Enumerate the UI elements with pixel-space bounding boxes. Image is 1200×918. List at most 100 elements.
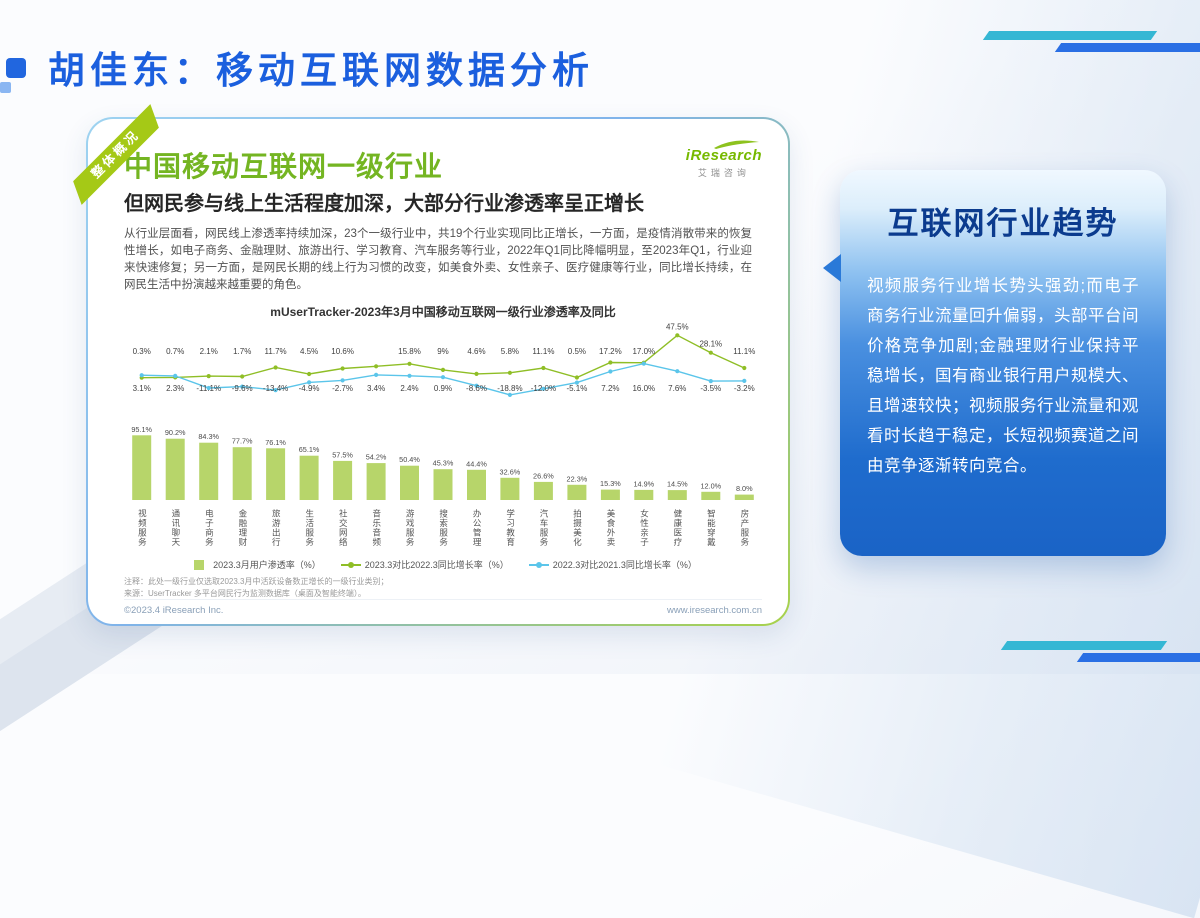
category-slot: 旅游出行	[259, 509, 292, 555]
penetration-bar	[734, 494, 754, 501]
line-value-label: 2.1%	[200, 347, 218, 356]
line-point	[675, 369, 680, 374]
category-label: 学习教育	[505, 509, 516, 548]
line-point	[240, 374, 245, 379]
line-value-label: 0.9%	[434, 384, 452, 393]
line-point	[507, 392, 512, 398]
chart-title: mUserTracker-2023年3月中国移动互联网一级行业渗透率及同比	[270, 305, 616, 320]
deco-bar-teal-bottom	[1000, 641, 1168, 650]
line-point	[273, 388, 278, 393]
line-value-label: 10.6%	[331, 347, 354, 356]
category-label: 通讯聊天	[170, 509, 181, 548]
logo-brand-text: iResearch	[685, 147, 762, 164]
line-point	[574, 380, 579, 385]
category-slot: 健康医疗	[661, 509, 694, 555]
line-value-label: 0.7%	[166, 347, 184, 356]
line-value-label: -8.6%	[466, 384, 487, 393]
line-point	[675, 333, 680, 338]
line-point	[273, 365, 278, 370]
logo-swoosh-icon	[713, 140, 759, 149]
line-point	[206, 386, 211, 391]
penetration-bar	[567, 484, 587, 501]
penetration-bar	[600, 489, 620, 501]
bar-value-label: 90.2%	[165, 428, 186, 437]
bar-value-label: 54.2%	[366, 453, 387, 462]
line-value-label: 5.8%	[501, 347, 519, 356]
line-value-label: -3.5%	[700, 384, 721, 393]
bar-value-label: 26.6%	[533, 472, 554, 481]
category-label: 美食外卖	[605, 509, 616, 548]
category-slot: 美食外卖	[594, 509, 627, 555]
footnote-line: 注释：此处一级行业仅选取2023.3月中活跃设备数正增长的一级行业类别；	[124, 577, 389, 587]
line-value-label: 7.6%	[668, 384, 686, 393]
line-point	[608, 369, 613, 374]
category-slot: 拍摄美化	[560, 509, 593, 555]
penetration-bar	[634, 490, 654, 501]
category-label: 健康医疗	[672, 509, 683, 548]
category-slot: 社交网络	[326, 509, 359, 555]
category-slot: 游戏服务	[393, 509, 426, 555]
category-label: 金融理财	[237, 509, 248, 548]
penetration-bar	[701, 491, 721, 501]
penetration-bar	[232, 447, 252, 501]
penetration-bar	[667, 490, 687, 501]
line-point	[307, 380, 312, 385]
line-value-label: -18.8%	[497, 384, 522, 393]
line-point	[474, 371, 479, 377]
report-card: 整体概况 iResearch 艾瑞咨询 中国移动互联网一级行业 但网民参与线上生…	[86, 117, 790, 626]
penetration-bar	[533, 482, 553, 501]
bar-value-label: 8.0%	[736, 484, 753, 493]
penetration-bar	[400, 465, 419, 501]
line-value-label: 1.7%	[233, 347, 251, 356]
report-card-inner: iResearch 艾瑞咨询 中国移动互联网一级行业 但网民参与线上生活程度加深…	[88, 119, 788, 624]
category-label: 智能穿戴	[706, 509, 717, 548]
line-value-label: 2.4%	[400, 384, 418, 393]
line-point	[307, 372, 312, 377]
bar-value-label: 22.3%	[567, 474, 588, 483]
category-slot: 电子商务	[192, 509, 225, 555]
chart-area: 95.1% 90.2% 84.3% 77.7% 76.1% 65.1% 57.5% 54.2%…	[125, 322, 761, 571]
line-value-label: 16.0%	[632, 384, 655, 393]
legend-bar-marker-icon	[194, 559, 205, 570]
category-slot: 视频服务	[125, 509, 158, 555]
deco-bar-teal-top	[982, 31, 1158, 40]
category-slot: 学习教育	[493, 509, 526, 555]
iresearch-logo: iResearch 艾瑞咨询	[686, 139, 762, 179]
category-label: 电子商务	[204, 509, 215, 548]
bar-value-label: 12.0%	[700, 481, 721, 490]
line-point	[440, 367, 446, 373]
line-point	[574, 375, 579, 380]
line-point	[240, 384, 245, 389]
category-label: 拍摄美化	[572, 509, 583, 548]
category-slot: 智能穿戴	[694, 509, 727, 555]
chart-footnotes: 注释：此处一级行业仅选取2023.3月中活跃设备数正增长的一级行业类别； 来源：…	[124, 576, 762, 599]
bar-value-label: 44.4%	[466, 459, 487, 468]
industry-chart: 95.1% 90.2% 84.3% 77.7% 76.1% 65.1% 57.5% 54.2%…	[131, 322, 755, 501]
legend-label: 2023.3月用户渗透率（%）	[213, 560, 321, 571]
line-point	[608, 360, 613, 365]
category-slot: 搜索服务	[426, 509, 459, 555]
line-value-label: 0.3%	[133, 347, 151, 356]
penetration-bar	[366, 463, 386, 501]
line-point	[641, 361, 646, 366]
bar-value-label: 14.5%	[667, 480, 688, 489]
category-slot: 通讯聊天	[158, 509, 191, 555]
bar-value-label: 77.7%	[232, 437, 253, 446]
legend-item: 2023.3月用户渗透率（%）	[189, 558, 321, 571]
line-value-label: 3.1%	[133, 384, 151, 393]
line-point	[708, 379, 713, 384]
legend-line-marker-icon	[528, 561, 549, 568]
line-value-label: 11.1%	[532, 347, 554, 356]
bar-value-label: 95.1%	[131, 425, 152, 434]
line-point	[742, 378, 747, 384]
callout-arrow-icon	[823, 254, 841, 282]
page-title: 胡佳东：移动互联网数据分析	[48, 50, 594, 91]
category-label: 音乐音频	[371, 509, 382, 548]
penetration-bar	[467, 469, 486, 501]
line-value-label: -2.7%	[332, 384, 353, 393]
category-label: 生活服务	[304, 509, 315, 548]
category-slot: 音乐音频	[359, 509, 392, 555]
legend-item: 2023.3对比2022.3同比增长率（%）	[340, 558, 509, 571]
bar-value-label: 65.1%	[299, 445, 320, 454]
